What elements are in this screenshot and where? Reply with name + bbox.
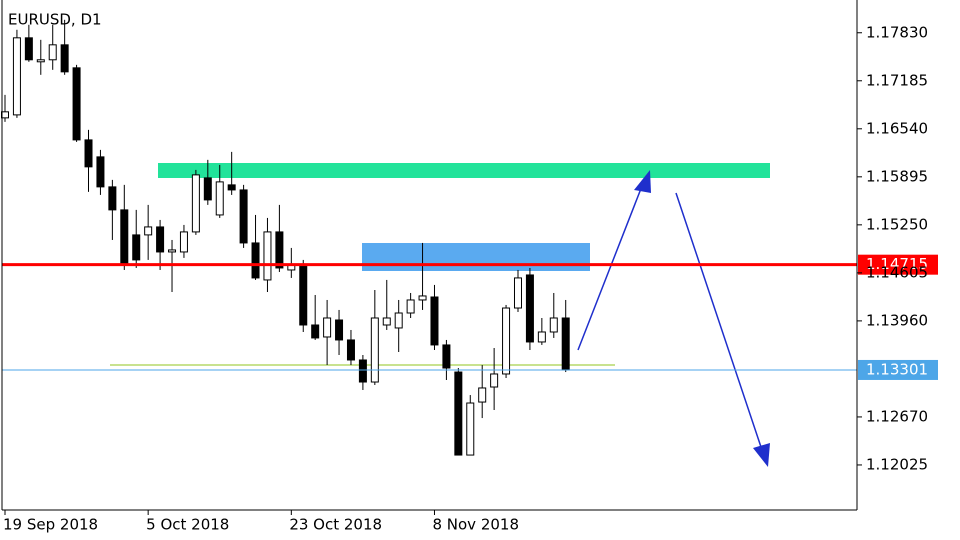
candle-body	[466, 402, 475, 456]
candle-body	[442, 344, 451, 369]
y-tick-label: 1.12025	[866, 455, 928, 473]
candle-body	[323, 317, 332, 338]
y-tick-label: 1.16540	[866, 119, 928, 137]
candle-body	[346, 339, 355, 361]
resistance-zone	[158, 163, 770, 178]
candle-body	[156, 226, 165, 253]
candle-body	[513, 277, 522, 309]
candle-body	[24, 37, 33, 61]
arrow-down-head	[753, 443, 770, 467]
candle-body	[549, 317, 558, 333]
x-tick-label: 5 Oct 2018	[146, 516, 229, 534]
candle-body	[215, 181, 224, 216]
candles	[1, 19, 570, 456]
price-level-label: 1.13301	[866, 360, 928, 378]
price-level-tag	[858, 254, 938, 275]
price-level-label: 1.14715	[866, 255, 928, 273]
y-tick-label: 1.17185	[866, 71, 928, 89]
arrow-up-head	[634, 170, 651, 193]
candle-body	[382, 317, 391, 326]
y-tick-label: 1.15250	[866, 215, 928, 233]
candle-body	[275, 231, 284, 269]
candle-body	[394, 312, 403, 329]
x-tick-label: 8 Nov 2018	[432, 516, 519, 534]
arrow-up	[577, 185, 643, 351]
candle-body	[525, 274, 534, 343]
candle-body	[203, 177, 212, 201]
y-tick-label: 1.15895	[866, 167, 928, 185]
candle-body	[239, 189, 248, 244]
candle-body	[96, 156, 105, 188]
candle-body	[36, 59, 45, 63]
candle-body	[72, 67, 81, 141]
levels: 1.14715 1.13301	[2, 254, 938, 380]
supply-zone	[362, 243, 590, 271]
candle-body	[358, 359, 367, 383]
candle-body	[263, 231, 272, 281]
candle-body	[84, 139, 93, 168]
candle-body	[311, 324, 320, 339]
drawings	[110, 163, 770, 467]
candle-body	[108, 186, 117, 211]
candle-body	[48, 44, 57, 61]
x-tick-label: 23 Oct 2018	[289, 516, 382, 534]
candle-body	[1, 111, 9, 119]
candle-body	[454, 371, 463, 456]
candle-body	[60, 44, 69, 73]
candle-body	[179, 231, 188, 253]
candle-body	[502, 307, 511, 375]
candle-body	[478, 387, 487, 403]
candle-body	[561, 317, 570, 371]
price-level-tag	[858, 359, 938, 380]
arrow-down	[675, 192, 763, 451]
candle-body	[335, 319, 344, 341]
x-tick-label: 19 Sep 2018	[3, 516, 98, 534]
candle-body	[370, 317, 379, 383]
candle-body	[537, 331, 546, 343]
candle-body	[168, 249, 177, 253]
candle-body	[227, 184, 236, 191]
candle-body	[191, 174, 200, 233]
candle-body	[490, 373, 499, 388]
y-tick-label: 1.12670	[866, 407, 928, 425]
y-tick-label: 1.17830	[866, 23, 928, 41]
candle-body	[299, 264, 308, 326]
y-tick-label: 1.13960	[866, 311, 928, 329]
y-tick-label: 1.14605	[866, 263, 928, 281]
candle-body	[12, 37, 21, 116]
candle-body	[251, 242, 260, 279]
candle-body	[418, 295, 427, 301]
candle-body	[120, 209, 129, 266]
candle-body	[406, 299, 415, 314]
candle-body	[132, 234, 141, 261]
chart-title: EURUSD, D1	[8, 11, 102, 29]
candle-body	[144, 226, 153, 236]
candle-body	[430, 296, 439, 346]
